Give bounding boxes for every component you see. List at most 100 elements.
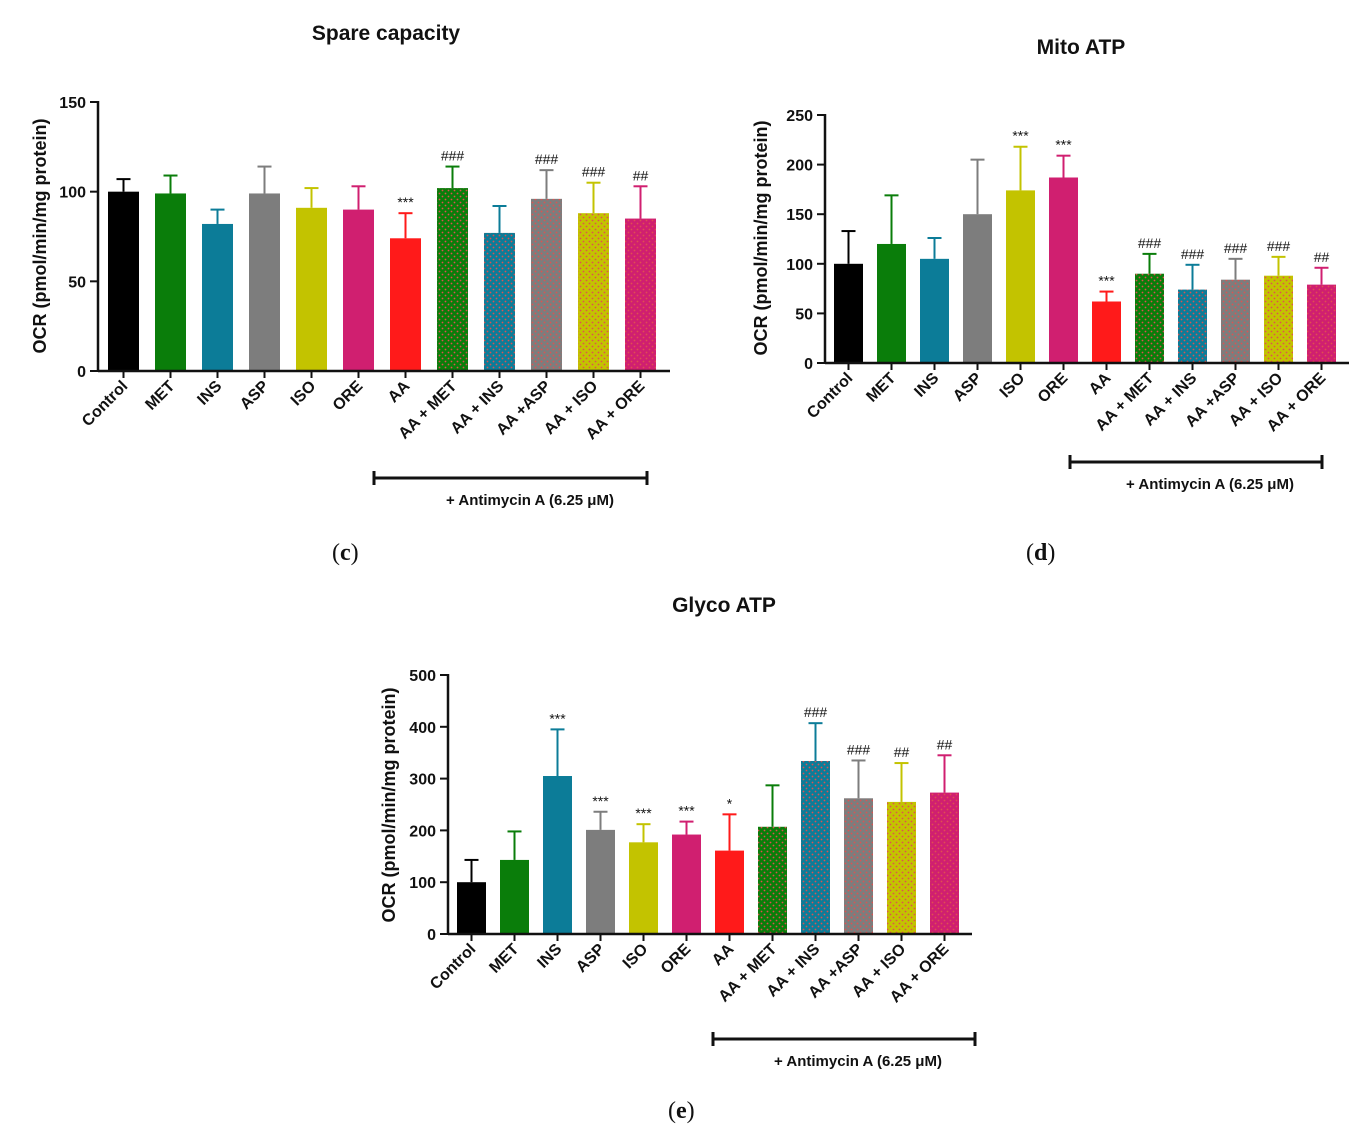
significance-label: ### [1181, 246, 1205, 262]
plot-area: Control MET INS ASP ISO ORE***AA###AA + METAA… [59, 95, 670, 509]
y-tick-label: 400 [409, 720, 436, 737]
x-tick-label: INS [534, 941, 565, 972]
chart-title: Mito ATP [1037, 36, 1126, 59]
significance-label: *** [635, 805, 652, 821]
y-tick-label: 50 [795, 306, 813, 323]
x-tick-label: ORE [1035, 370, 1072, 407]
significance-label: ## [894, 744, 910, 760]
x-tick-label: ISO [997, 370, 1029, 402]
bar [758, 826, 787, 934]
panel-letter-e: (e) [668, 1098, 695, 1124]
significance-label: ### [1138, 235, 1162, 251]
significance-label: ## [633, 167, 649, 183]
y-tick-label: 100 [59, 185, 86, 202]
bracket-label: + Antimycin A (6.25 μM) [1126, 476, 1294, 493]
significance-label: ## [937, 736, 953, 752]
significance-label: *** [592, 793, 609, 809]
significance-label: *** [549, 710, 566, 726]
bar [1092, 301, 1121, 363]
bar [343, 209, 374, 371]
chart-title: Spare capacity [312, 22, 461, 45]
significance-label: *** [1012, 128, 1029, 144]
y-axis-label: OCR (pmol/min/mg protein) [379, 688, 399, 923]
x-tick-label: Control [427, 941, 479, 993]
bar [578, 213, 609, 371]
x-tick-label: ISO [620, 941, 652, 973]
significance-label: ## [1314, 249, 1330, 265]
x-tick-label: INS [194, 378, 225, 409]
x-tick-label: ASP [950, 370, 986, 406]
y-axis-label: OCR (pmol/min/mg protein) [751, 121, 771, 356]
significance-label: *** [1055, 137, 1072, 153]
bar [500, 859, 529, 934]
bar [543, 776, 572, 934]
x-tick-label: AA [709, 940, 738, 969]
y-tick-label: 150 [786, 207, 813, 224]
x-tick-label: MET [142, 378, 178, 414]
y-tick-label: 500 [409, 668, 436, 685]
x-tick-label: ISO [288, 378, 320, 410]
bar [1178, 289, 1207, 363]
plot-area: Control MET INS ASP***ISO***ORE***AA###AA +… [786, 108, 1349, 493]
bracket-label: + Antimycin A (6.25 μM) [446, 492, 614, 509]
bar [586, 829, 615, 934]
significance-label: *** [1098, 273, 1115, 289]
y-tick-label: 100 [786, 257, 813, 274]
x-tick-label: MET [486, 941, 522, 977]
y-tick-label: 0 [77, 364, 86, 381]
y-tick-label: 50 [68, 274, 86, 291]
chart-spare-capacity: Spare capacity OCR (pmol/min/mg protein)… [30, 22, 670, 509]
y-tick-label: 0 [427, 927, 436, 944]
bar [531, 198, 562, 371]
bar [390, 238, 421, 371]
bar [1006, 190, 1035, 363]
chart-title: Glyco ATP [672, 594, 776, 617]
bar [930, 792, 959, 934]
y-tick-label: 300 [409, 772, 436, 789]
bar [249, 193, 280, 371]
x-tick-label: Control [79, 378, 131, 430]
bar [963, 214, 992, 363]
bar [887, 801, 916, 934]
y-tick-label: 200 [786, 158, 813, 175]
significance-label: ### [804, 704, 828, 720]
bracket-label: + Antimycin A (6.25 μM) [774, 1053, 942, 1070]
x-tick-label: ASP [573, 941, 609, 977]
bar [801, 760, 830, 934]
y-tick-label: 150 [59, 95, 86, 112]
bar [484, 232, 515, 371]
bar [844, 798, 873, 934]
x-tick-label: INS [911, 370, 942, 401]
x-tick-label: Control [804, 370, 856, 422]
y-tick-label: 200 [409, 823, 436, 840]
y-tick-label: 0 [804, 356, 813, 373]
x-tick-label: ORE [330, 378, 367, 415]
bar [625, 218, 656, 371]
bar [155, 193, 186, 371]
bar [920, 258, 949, 363]
x-tick-label: ORE [658, 941, 695, 978]
significance-label: ### [582, 164, 606, 180]
significance-label: *** [397, 194, 414, 210]
significance-label: ### [1267, 238, 1291, 254]
bar [672, 834, 701, 934]
bar [715, 850, 744, 934]
chart-glyco-atp: Glyco ATP OCR (pmol/min/mg protein) Cont… [379, 594, 977, 1070]
significance-label: ### [847, 741, 871, 757]
bar [629, 842, 658, 934]
bar [1264, 275, 1293, 363]
significance-label: ### [535, 151, 559, 167]
significance-label: * [727, 795, 733, 811]
y-tick-label: 250 [786, 108, 813, 125]
bar [1049, 177, 1078, 363]
plot-area: Control MET***INS***ASP***ISO***ORE*AAAA … [409, 668, 977, 1070]
x-tick-label: ASP [237, 378, 273, 414]
panel-letter-c: (c) [332, 540, 359, 566]
bar [457, 882, 486, 934]
bar [202, 223, 233, 371]
x-tick-label: AA [1086, 369, 1115, 398]
bar [1221, 279, 1250, 363]
panel-letter-d: (d) [1026, 540, 1056, 566]
bar [296, 207, 327, 371]
y-axis-label: OCR (pmol/min/mg protein) [30, 119, 50, 354]
